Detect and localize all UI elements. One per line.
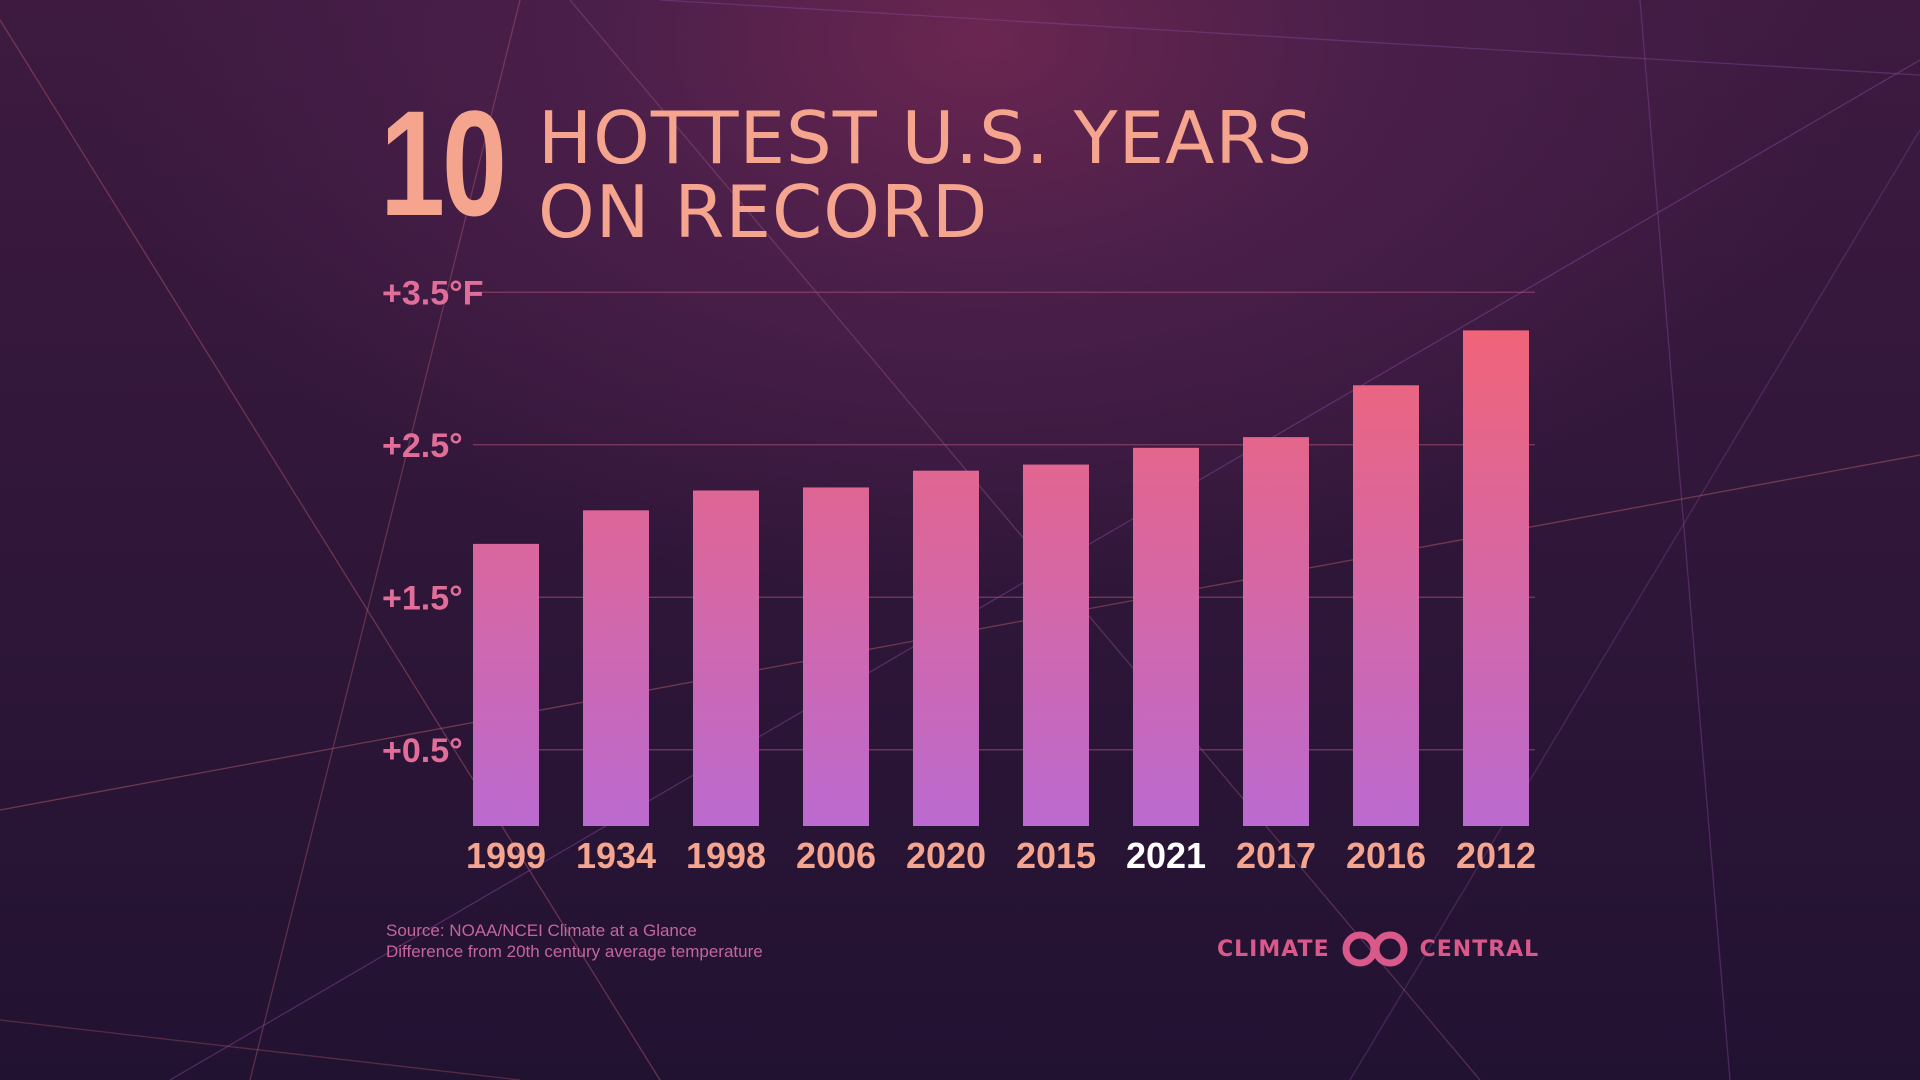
x-label-2015: 2015 [1016,835,1096,876]
source-line: Source: NOAA/NCEI Climate at a Glance [386,921,697,940]
bar-2017 [1243,437,1309,826]
x-label-1934: 1934 [576,835,656,876]
bar-2015 [1023,464,1089,826]
bar-2016 [1353,385,1419,826]
bar-2006 [803,487,869,826]
bars [473,330,1529,826]
x-label-2020: 2020 [906,835,986,876]
y-axis-ticks: +0.5° +1.5° +2.5° +3.5°F [382,274,484,770]
headline-number: 10 [380,79,507,247]
brand-word-central: CENTRAL [1419,936,1540,962]
x-label-2012: 2012 [1456,835,1536,876]
x-label-2021: 2021 [1126,835,1206,876]
x-label-1998: 1998 [686,835,766,876]
source-description: Difference from 20th century average tem… [386,942,763,961]
x-label-2016: 2016 [1346,835,1426,876]
bar-1999 [473,543,539,826]
bar-2012 [1463,330,1529,826]
y-tick-label: +2.5° [382,427,463,465]
y-tick-label: +1.5° [382,579,463,617]
source-note: Source: NOAA/NCEI Climate at a Glance Di… [386,920,763,962]
brand-word-climate: CLIMATE [1217,936,1330,962]
y-tick-label: +3.5°F [382,274,484,312]
y-tick-label: +0.5° [382,732,463,770]
bar-1934 [583,510,649,826]
interlocking-rings-icon [1342,931,1408,967]
headline-line-2: ON RECORD [538,170,989,254]
x-label-1999: 1999 [466,835,546,876]
bar-2020 [913,470,979,826]
x-axis-labels: 1999 1934 1998 2006 2020 2015 2021 2017 2016 2012 [466,835,1536,876]
x-label-2006: 2006 [796,835,876,876]
x-label-2017: 2017 [1236,835,1316,876]
climate-central-logo: CLIMATE CENTRAL [1217,931,1539,967]
headline-line-1: HOTTEST U.S. YEARS [538,96,1314,180]
bar-1998 [693,490,759,826]
bar-2021 [1133,447,1199,826]
